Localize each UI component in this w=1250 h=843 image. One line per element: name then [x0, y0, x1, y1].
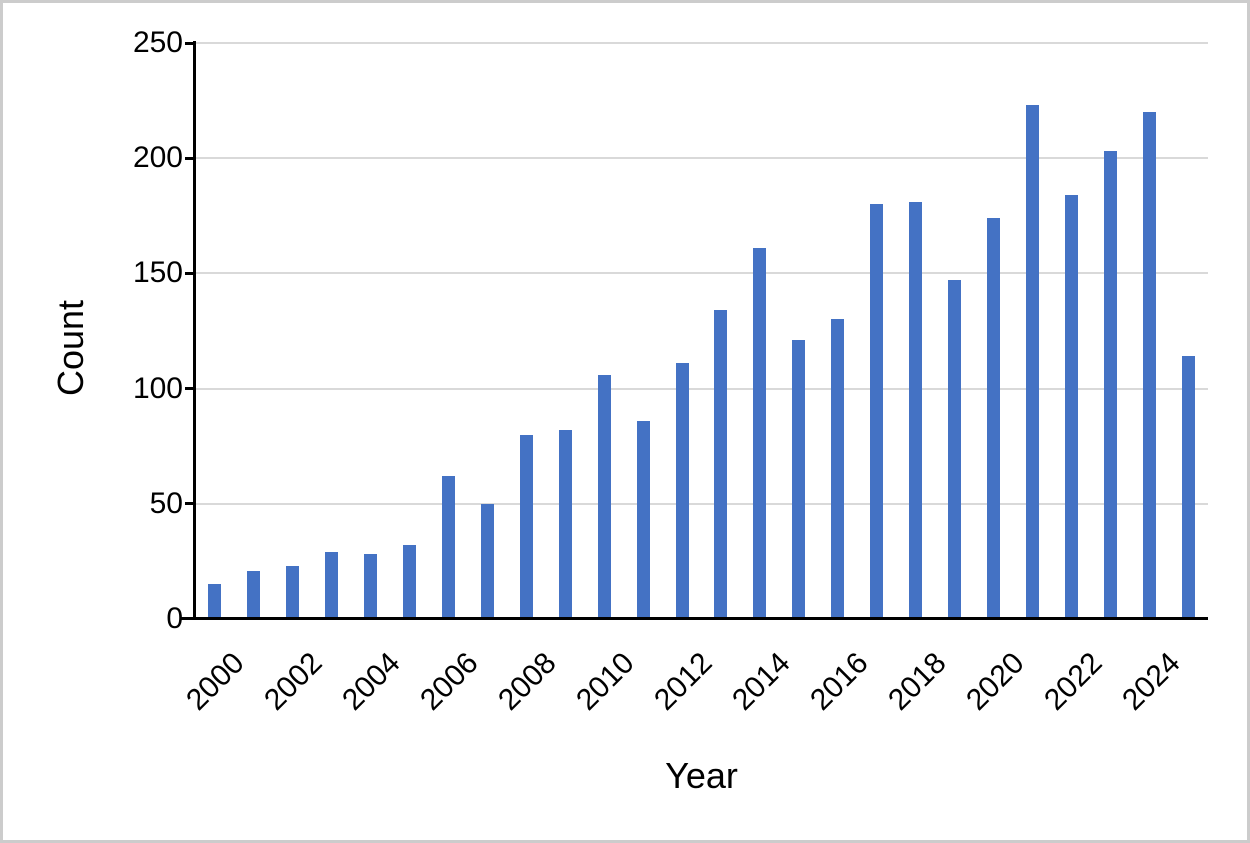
- bar-2019: [948, 280, 962, 619]
- bar-2003: [324, 552, 338, 619]
- y-axis-line: [193, 41, 196, 620]
- bar-2021: [1026, 105, 1040, 619]
- bar-2009: [558, 430, 572, 619]
- bar-2018: [909, 201, 923, 619]
- bar-2010: [597, 374, 611, 619]
- bar-2016: [831, 319, 845, 619]
- bar-2007: [480, 503, 494, 619]
- bar-2002: [285, 566, 299, 619]
- bar-2001: [246, 570, 260, 619]
- bar-2005: [402, 545, 416, 619]
- y-tick-label-50: 50: [149, 486, 183, 520]
- bar-2006: [441, 476, 455, 619]
- x-tick-label-text-2006: 2006: [414, 646, 485, 717]
- x-tick-label-text-2022: 2022: [1037, 646, 1109, 717]
- bar-2025: [1182, 356, 1196, 619]
- gridline-100: [195, 387, 1208, 390]
- y-tick-label-0: 0: [166, 602, 183, 635]
- y-tick-label-200: 200: [132, 141, 183, 175]
- gridline-50: [195, 502, 1208, 505]
- y-tick-label-150: 150: [132, 256, 183, 290]
- x-tick-label-text-2024: 2024: [1115, 646, 1187, 717]
- y-tick-mark-150: [185, 271, 195, 275]
- x-tick-label-text-2004: 2004: [336, 646, 407, 717]
- bar-2000: [207, 584, 221, 619]
- bar-2017: [870, 204, 884, 619]
- x-tick-label-text-2010: 2010: [570, 646, 641, 717]
- bar-2013: [714, 310, 728, 619]
- x-tick-label-text-2020: 2020: [959, 646, 1031, 717]
- x-tick-label-text-2016: 2016: [803, 646, 875, 717]
- y-tick-mark-200: [185, 156, 195, 160]
- y-tick-mark-50: [185, 502, 195, 506]
- y-tick-mark-100: [185, 387, 195, 391]
- bar-2023: [1104, 151, 1118, 619]
- y-tick-mark-250: [185, 41, 195, 45]
- x-tick-label-text-2002: 2002: [258, 646, 330, 717]
- gridline-150: [195, 272, 1208, 275]
- y-axis-title: Count: [50, 299, 91, 397]
- bar-2014: [753, 248, 767, 619]
- bar-2011: [636, 420, 650, 619]
- bar-2020: [987, 218, 1001, 619]
- y-tick-label-100: 100: [132, 371, 183, 405]
- x-axis-title: Year: [665, 755, 738, 796]
- bar-chart: 0 50 100 150 200 250 2000 2002 2004 2006 2008 2010 2…: [3, 3, 1247, 840]
- x-tick-label-text-2018: 2018: [881, 646, 953, 717]
- gridline-250: [195, 42, 1208, 44]
- x-tick-label-text-2014: 2014: [726, 646, 797, 717]
- x-axis-line: [180, 617, 1208, 620]
- bar-2024: [1143, 112, 1157, 619]
- x-tick-label-text-2000: 2000: [180, 646, 252, 717]
- y-tick-label-250: 250: [132, 26, 183, 59]
- bar-2004: [363, 554, 377, 619]
- bar-2008: [519, 434, 533, 619]
- bar-2012: [675, 363, 689, 619]
- bar-2015: [792, 340, 806, 619]
- x-tick-label-text-2008: 2008: [492, 646, 563, 717]
- x-tick-label-text-2012: 2012: [648, 646, 719, 717]
- gridline-200: [195, 157, 1208, 160]
- bar-2022: [1065, 195, 1079, 619]
